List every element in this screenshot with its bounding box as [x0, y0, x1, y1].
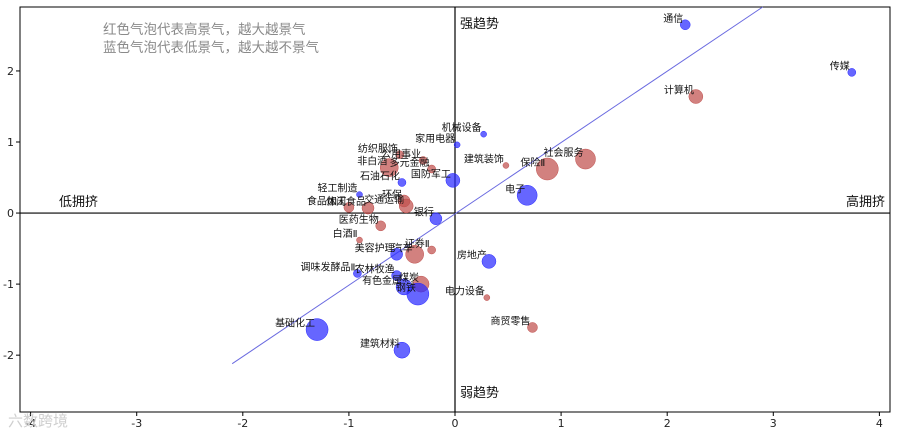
- bubble-label: 机械设备: [442, 121, 482, 134]
- bubble: [502, 162, 510, 169]
- bubble: [575, 148, 596, 170]
- bubble: [375, 220, 386, 232]
- bubble-label: 食品加工: [307, 194, 347, 207]
- bubble-label: 基础化工: [275, 317, 315, 330]
- x-tick-label: 3: [770, 417, 777, 430]
- y-tick-label: -1: [3, 278, 14, 291]
- bubble: [847, 68, 857, 77]
- bubble: [406, 282, 430, 306]
- bubble: [379, 158, 399, 177]
- bubble-label: 休闲食品: [326, 195, 366, 208]
- legend-note-high: 红色气泡代表高景气，越大越景气: [103, 22, 306, 38]
- bubble-label: 汽车: [393, 241, 413, 254]
- bubble-label: 煤炭: [399, 271, 419, 284]
- bubble-label: 环保: [382, 188, 402, 201]
- bubble: [688, 89, 704, 104]
- bubble-label: 商贸零售: [490, 314, 530, 327]
- bubble: [453, 141, 461, 149]
- bubble-label: 纺织服饰: [358, 142, 398, 155]
- bubble-label: 电子: [505, 182, 525, 195]
- bubble-label: 钢铁: [396, 281, 416, 294]
- bubble: [480, 130, 487, 138]
- x-tick-label: -2: [237, 417, 248, 430]
- y-tick-label: 0: [7, 207, 14, 220]
- bubble: [356, 236, 363, 244]
- bubble: [343, 202, 355, 213]
- bubble-label: 多元金融: [390, 156, 430, 169]
- bubble: [361, 201, 375, 215]
- x-tick-label: -4: [25, 417, 36, 430]
- bubble: [481, 254, 497, 269]
- bubble-label: 有色金属: [362, 274, 402, 287]
- bubble-label: 家用电器: [415, 132, 455, 145]
- bubble-label: 社会服务: [544, 146, 584, 159]
- y-tick-label: -2: [3, 349, 14, 362]
- bubble: [427, 245, 436, 255]
- bubble-label: 石油石化: [360, 170, 400, 183]
- bubble: [397, 178, 407, 187]
- bubble: [398, 198, 414, 214]
- x-tick-label: -3: [131, 417, 142, 430]
- y-tick-label: 2: [7, 65, 14, 78]
- bubble-label: 医药生物: [339, 213, 379, 226]
- bubble: [445, 173, 461, 188]
- y-tick-label: 1: [7, 136, 14, 149]
- watermark: 六数跨境: [8, 412, 69, 430]
- bubble-label: 国防军工: [411, 167, 451, 180]
- bubble: [483, 294, 491, 301]
- bubble-label: 建筑材料: [360, 337, 400, 350]
- bubble-label: 美容护理: [355, 241, 395, 254]
- bubble-label: 农林牧渔: [355, 263, 395, 276]
- quadrant-label-top: 强趋势: [460, 17, 500, 32]
- bubble: [536, 157, 559, 181]
- bubble: [418, 156, 428, 165]
- bubble-label: 电力设备: [445, 285, 485, 298]
- bubble-label: 交通运输: [364, 193, 404, 206]
- x-tick-label: -1: [343, 417, 354, 430]
- bubble: [679, 19, 691, 31]
- bubble: [527, 322, 538, 333]
- x-tick-label: 4: [876, 417, 883, 430]
- x-tick-label: 2: [664, 417, 671, 430]
- bubble-label: 证券Ⅱ: [405, 237, 430, 250]
- bubble-label: 公用事业: [381, 147, 421, 160]
- quadrant-label-right: 高拥挤: [846, 195, 886, 210]
- bubble: [305, 318, 329, 341]
- bubble-label: 非白酒: [357, 155, 387, 168]
- bubble: [429, 212, 443, 225]
- bubble: [393, 341, 411, 359]
- quadrant-label-bottom: 弱趋势: [460, 386, 500, 401]
- bubble-label: 调味发酵品Ⅱ: [300, 260, 355, 273]
- bubble-label: 轻工制造: [318, 182, 358, 195]
- bubble-label: 通信: [663, 13, 683, 25]
- bubble-label: 银行: [414, 206, 434, 219]
- x-tick-label: 1: [558, 417, 565, 430]
- bubble-label: 白酒Ⅱ: [333, 227, 358, 240]
- bubble: [405, 245, 424, 264]
- bubble-label: 建筑装饰: [464, 152, 504, 165]
- trend-line: [231, 6, 763, 365]
- bubble: [395, 150, 405, 160]
- x-tick-label: 0: [452, 417, 459, 430]
- bubble-label: 保险Ⅱ: [520, 156, 545, 169]
- bubble: [516, 185, 538, 206]
- bubble: [391, 270, 402, 281]
- bubble-label: 计算机: [664, 84, 694, 97]
- bubble: [353, 269, 362, 278]
- bubble-label: 传媒: [830, 60, 850, 72]
- bubble-label: 房地产: [457, 248, 487, 261]
- legend-note-low: 蓝色气泡代表低景气，越大越不景气: [103, 40, 319, 56]
- bubble: [427, 164, 436, 174]
- bubble: [356, 191, 363, 198]
- bubble: [390, 248, 403, 261]
- quadrant-label-left: 低拥挤: [59, 195, 99, 210]
